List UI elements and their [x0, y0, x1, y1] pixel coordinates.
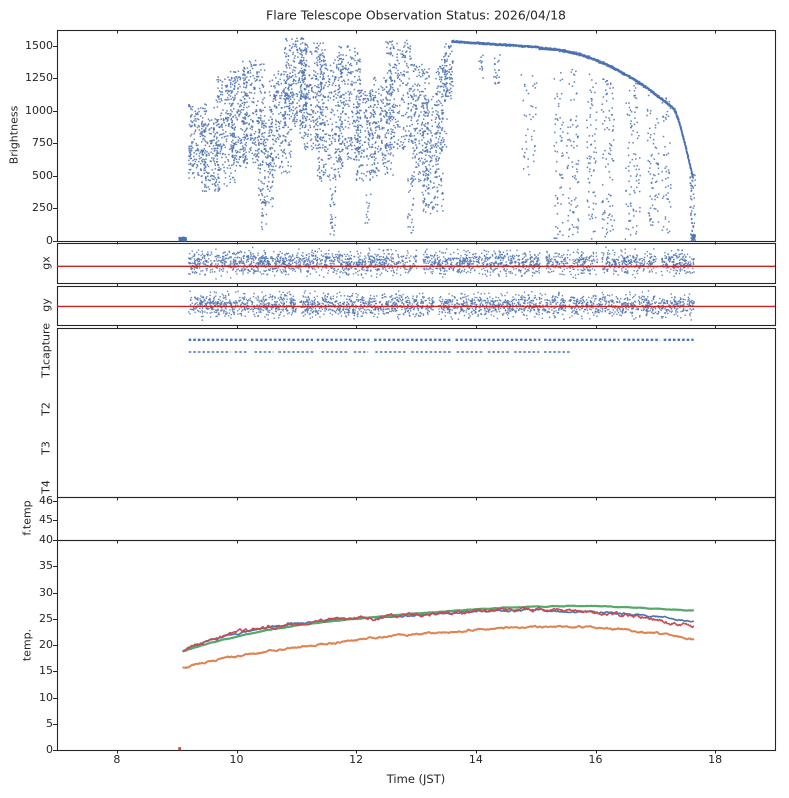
- row-label-t1: T1: [39, 364, 53, 378]
- y-tick-label-temp: 40: [39, 533, 53, 546]
- y-tick-label-temp: 35: [39, 559, 53, 573]
- y-tick-label-ftemp: 45: [39, 513, 53, 527]
- y-tick-label-temp: 10: [39, 690, 53, 704]
- x-tick-label-time: 18: [708, 753, 723, 766]
- row-label-t3: T3: [39, 441, 53, 455]
- x-tick-label-time: 12: [349, 753, 364, 766]
- x-tick-label-time: 14: [468, 753, 483, 766]
- x-tick-label-time: 10: [229, 753, 244, 766]
- y-tick-label-brightness: 1250: [25, 71, 53, 85]
- y-tick-label-temp: 15: [39, 664, 53, 678]
- y-tick-label-temp: 0: [46, 743, 53, 756]
- y-tick-label-brightness: 750: [32, 136, 53, 150]
- y-tick-label-temp: 25: [39, 611, 53, 625]
- y-tick-label-brightness: 0: [46, 234, 53, 247]
- x-tick-label-time: 16: [588, 753, 603, 766]
- row-label-t2: T2: [39, 402, 53, 416]
- y-tick-label-brightness: 250: [32, 201, 53, 215]
- ylabel-gy: gy: [39, 298, 53, 312]
- y-tick-label-brightness: 500: [32, 168, 53, 182]
- xlabel-time: Time (JST): [386, 772, 446, 786]
- row-label-capture: capture: [39, 322, 53, 366]
- y-tick-label-temp: 20: [39, 638, 53, 651]
- y-tick-label-ftemp: 46: [39, 493, 53, 507]
- y-tick-label-brightness: 1000: [25, 103, 53, 117]
- chart-title: Flare Telescope Observation Status: 2026…: [266, 7, 566, 23]
- row-label-t4: T4: [39, 480, 53, 494]
- y-tick-label-temp: 5: [46, 716, 53, 730]
- x-tick-label-time: 8: [113, 753, 121, 766]
- ylabel-gx: gx: [39, 256, 53, 270]
- y-tick-label-temp: 30: [39, 585, 53, 599]
- y-tick-label-brightness: 1500: [25, 38, 53, 52]
